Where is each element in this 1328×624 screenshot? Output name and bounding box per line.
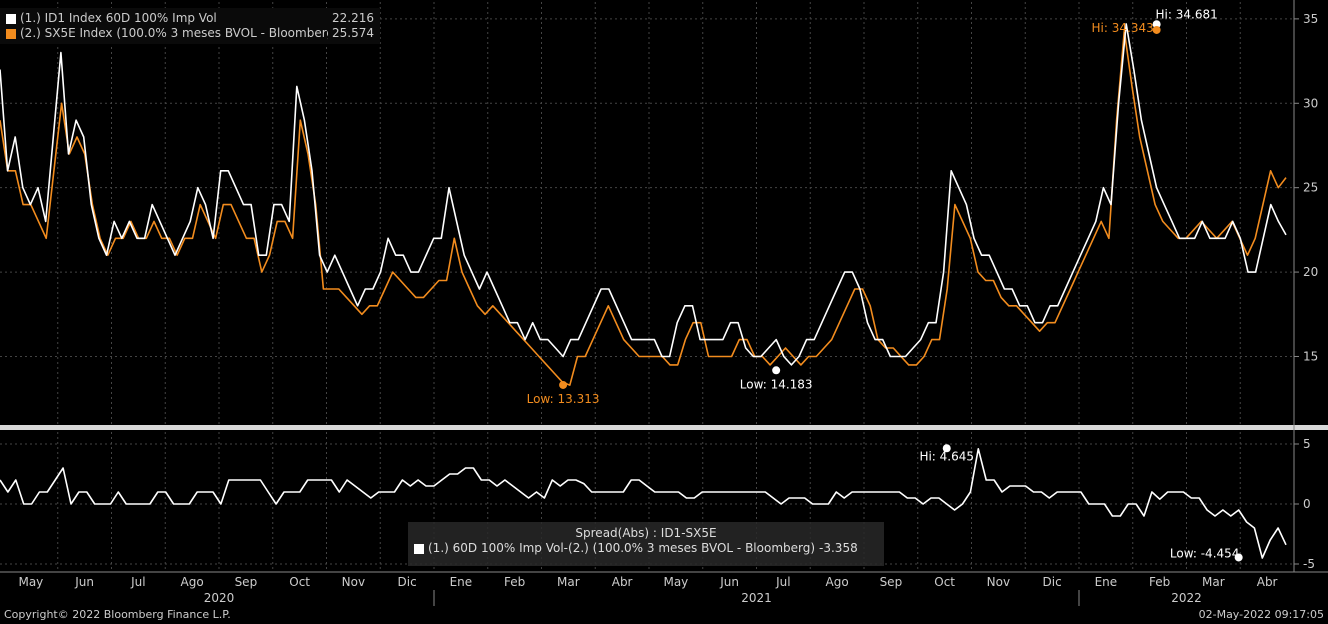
- x-month-label: Ene: [1095, 575, 1118, 589]
- legend-value-sx5e: 25.574: [332, 26, 374, 40]
- spread-legend: Spread(Abs) : ID1-SX5E (1.) 60D 100% Imp…: [408, 522, 884, 566]
- annotation-marker: [1152, 25, 1161, 34]
- annotation-label: Low: 14.183: [740, 377, 813, 391]
- annotation-label: Hi: 34.681: [1156, 7, 1218, 21]
- y-tick-label: 0: [1303, 497, 1311, 511]
- annotation-marker: [1234, 553, 1243, 562]
- x-month-label: Feb: [1149, 575, 1170, 589]
- spread-title: Spread(Abs) : ID1-SX5E: [575, 526, 717, 540]
- legend-swatch-spread: [414, 543, 424, 554]
- annotation-label: Low: 13.313: [527, 392, 600, 406]
- legend-label-id1: (1.) ID1 Index 60D 100% Imp Vol: [20, 11, 217, 25]
- legend-swatch-id1: [6, 13, 16, 24]
- legend-value-id1: 22.216: [332, 11, 374, 25]
- x-month-label: Sep: [880, 575, 903, 589]
- y-tick-label: 15: [1303, 349, 1318, 363]
- x-month-label: Mar: [1202, 575, 1225, 589]
- x-month-label: Ago: [181, 575, 204, 589]
- legend-value-spread: -3.358: [819, 541, 858, 555]
- x-month-label: Ago: [826, 575, 849, 589]
- upper-legend: (1.) ID1 Index 60D 100% Imp Vol 22.216 (…: [0, 8, 380, 44]
- annotation-label: Low: -4.454: [1170, 546, 1240, 560]
- y-tick-label: -5: [1303, 557, 1315, 571]
- annotation-marker: [1152, 20, 1161, 29]
- legend-item-id1[interactable]: (1.) ID1 Index 60D 100% Imp Vol 22.216: [6, 11, 374, 26]
- legend-label-spread: (1.) 60D 100% Imp Vol-(2.) (100.0% 3 mes…: [428, 541, 816, 555]
- x-month-label: Oct: [934, 575, 955, 589]
- x-month-label: Jun: [719, 575, 739, 589]
- legend-swatch-sx5e: [6, 28, 16, 39]
- x-month-label: Sep: [235, 575, 258, 589]
- legend-label-sx5e: (2.) SX5E Index (100.0% 3 meses BVOL - B…: [20, 26, 328, 40]
- upper-series-line-1: [0, 23, 1287, 366]
- x-year-label: 2022: [1171, 591, 1202, 605]
- panel-divider: [0, 425, 1328, 430]
- upper-grid: [0, 2, 1295, 424]
- x-month-label: May: [663, 575, 688, 589]
- legend-item-sx5e[interactable]: (2.) SX5E Index (100.0% 3 meses BVOL - B…: [6, 26, 374, 41]
- y-tick-label: 35: [1303, 12, 1318, 26]
- x-month-label: May: [18, 575, 43, 589]
- timestamp-text: 02-May-2022 09:17:05: [1198, 608, 1324, 621]
- x-month-label: Dic: [398, 575, 417, 589]
- x-month-label: Jun: [74, 575, 94, 589]
- y-tick-label: 25: [1303, 181, 1318, 195]
- annotation-marker: [772, 366, 781, 375]
- x-month-label: Ene: [450, 575, 473, 589]
- y-tick-label: 20: [1303, 265, 1318, 279]
- x-month-label: Abr: [612, 575, 633, 589]
- x-year-label: 2021: [741, 591, 772, 605]
- annotation-label: Hi: 4.645: [919, 449, 974, 463]
- x-month-label: Feb: [504, 575, 525, 589]
- copyright-text: Copyright© 2022 Bloomberg Finance L.P.: [4, 608, 231, 621]
- x-month-label: Dic: [1043, 575, 1062, 589]
- x-month-label: Nov: [987, 575, 1010, 589]
- annotation-marker: [559, 380, 568, 389]
- x-month-label: Jul: [130, 575, 145, 589]
- y-tick-label: 5: [1303, 437, 1311, 451]
- series-layer: [0, 23, 1287, 559]
- annotation-label: Hi: 34.343: [1092, 21, 1154, 35]
- lower-series-line-0: [0, 447, 1287, 559]
- x-month-label: Mar: [557, 575, 580, 589]
- annotation-marker: [942, 444, 951, 453]
- x-month-label: Abr: [1257, 575, 1278, 589]
- axis-layer: May Jun Jul Ago Sep Oct Nov Dic Ene Feb Mar Abr May J…: [0, 0, 1328, 606]
- x-year-label: 2020: [204, 591, 235, 605]
- x-month-label: Oct: [289, 575, 310, 589]
- legend-item-spread[interactable]: (1.) 60D 100% Imp Vol-(2.) (100.0% 3 mes…: [414, 541, 878, 556]
- upper-series-line-0: [0, 29, 1287, 387]
- y-tick-label: 30: [1303, 96, 1318, 110]
- x-month-label: Jul: [775, 575, 790, 589]
- x-month-label: Nov: [342, 575, 365, 589]
